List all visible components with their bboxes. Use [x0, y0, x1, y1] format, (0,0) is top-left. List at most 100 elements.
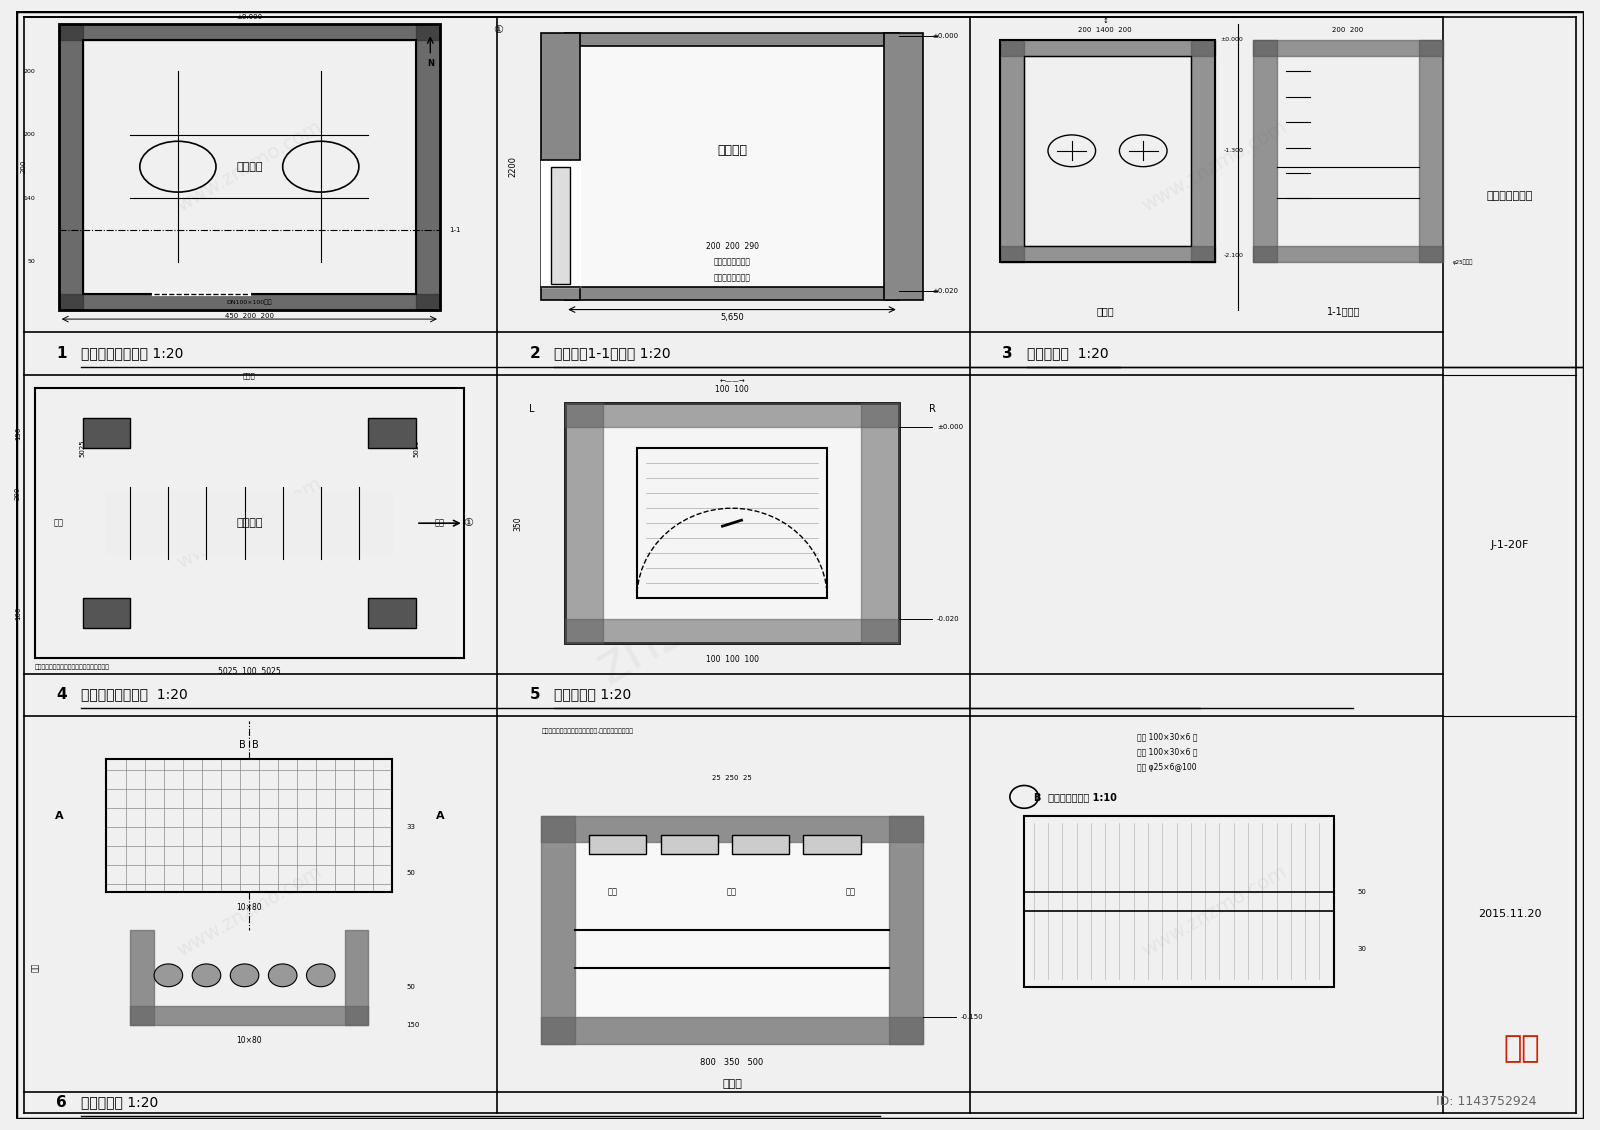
Text: 1-1剖面图: 1-1剖面图	[1326, 306, 1360, 316]
Text: 米较差: 米较差	[243, 372, 256, 379]
Text: 200  200: 200 200	[1333, 27, 1363, 33]
Text: 5,650: 5,650	[720, 313, 744, 322]
Text: 50: 50	[406, 870, 416, 876]
Text: 50: 50	[27, 260, 35, 264]
Text: J-1-20F: J-1-20F	[1490, 540, 1528, 550]
Text: 电缆沟节点 1:20: 电缆沟节点 1:20	[80, 1096, 158, 1110]
Circle shape	[230, 964, 259, 986]
Text: 电缆: 电缆	[608, 887, 618, 896]
Text: 5: 5	[530, 687, 541, 702]
Bar	[661, 835, 718, 854]
Text: 钢板 φ25×6@100: 钢板 φ25×6@100	[1138, 763, 1197, 772]
Polygon shape	[565, 403, 899, 643]
Text: www.znzmo.com: www.znzmo.com	[656, 861, 808, 960]
Text: 4: 4	[56, 687, 67, 702]
Text: 报警阀间: 报警阀间	[237, 162, 262, 172]
Text: 防撞: 防撞	[435, 519, 445, 528]
Text: ID: 1143752924: ID: 1143752924	[1437, 1095, 1538, 1107]
Text: 注：图示范围内钢筋混凝土用防盗钢框架替换: 注：图示范围内钢筋混凝土用防盗钢框架替换	[35, 664, 110, 670]
Text: 10×80: 10×80	[237, 1036, 262, 1045]
Text: 150: 150	[14, 426, 21, 440]
Text: 800   350   500: 800 350 500	[701, 1058, 763, 1067]
Text: 剖面图: 剖面图	[722, 1079, 742, 1089]
Text: A: A	[54, 811, 62, 820]
Text: ±0.000: ±0.000	[237, 15, 262, 20]
Text: 50: 50	[1357, 889, 1366, 895]
Text: 上人孔详图 1:20: 上人孔详图 1:20	[554, 687, 630, 702]
Text: ①: ①	[494, 25, 504, 35]
Text: www.znzmo.com: www.znzmo.com	[174, 861, 325, 960]
Text: A: A	[435, 811, 445, 820]
Text: 2: 2	[530, 346, 541, 360]
Text: ±0.000: ±0.000	[933, 34, 958, 40]
Text: 33: 33	[406, 824, 416, 831]
Bar	[589, 835, 646, 854]
Text: B  B: B B	[240, 740, 259, 750]
Text: -2.100: -2.100	[1224, 253, 1243, 258]
Text: ±0.000: ±0.000	[936, 424, 963, 431]
Text: 200  200  290: 200 200 290	[706, 242, 758, 251]
Text: ±0.020: ±0.020	[933, 287, 958, 294]
Text: 大样图见建筑详图: 大样图见建筑详图	[714, 258, 750, 267]
Text: 25  250  25: 25 250 25	[712, 775, 752, 781]
Text: 1-1: 1-1	[450, 227, 461, 233]
Text: 注：下部电缆沟盖板采用花纹钢板,厚度详见建筑施工图: 注：下部电缆沟盖板采用花纹钢板,厚度详见建筑施工图	[541, 729, 634, 734]
Text: 10×80: 10×80	[237, 903, 262, 912]
Text: 3: 3	[1002, 346, 1013, 360]
Circle shape	[154, 964, 182, 986]
Text: 知末
znzmo.com: 知末 znzmo.com	[555, 435, 888, 695]
Bar	[83, 599, 130, 628]
Text: ①: ①	[464, 519, 474, 528]
Text: 450  200  200: 450 200 200	[226, 313, 274, 319]
Text: L: L	[530, 403, 534, 414]
Text: 200: 200	[24, 69, 35, 73]
Text: 50: 50	[406, 984, 416, 990]
Text: φ25预埋件: φ25预埋件	[1453, 259, 1474, 264]
Text: 5025  100  5025: 5025 100 5025	[218, 668, 280, 677]
Text: 报警阀间平面详图 1:20: 报警阀间平面详图 1:20	[80, 347, 182, 360]
Text: www.znzmo.com: www.znzmo.com	[656, 473, 808, 573]
Text: 2200: 2200	[509, 156, 517, 177]
Text: 350: 350	[514, 516, 522, 530]
Polygon shape	[565, 33, 899, 46]
Text: 钢板 100×30×6 板: 钢板 100×30×6 板	[1136, 732, 1197, 741]
Text: 报警阀间1-1剖面图 1:20: 报警阀间1-1剖面图 1:20	[554, 347, 670, 360]
Bar	[733, 835, 789, 854]
Bar	[803, 835, 861, 854]
Text: B  盖板搁置处详图 1:10: B 盖板搁置处详图 1:10	[1034, 792, 1117, 802]
Text: 防火卷帘: 防火卷帘	[237, 519, 262, 528]
Text: 5025: 5025	[80, 440, 86, 457]
Text: N: N	[427, 59, 434, 68]
Text: 1: 1	[56, 346, 67, 360]
Text: 5025: 5025	[413, 440, 419, 457]
Text: 100  100: 100 100	[715, 385, 749, 394]
Text: 100  100  100: 100 100 100	[706, 655, 758, 664]
Text: 槽钢 100×30×6 板: 槽钢 100×30×6 板	[1136, 748, 1197, 756]
Text: 100: 100	[14, 607, 21, 620]
Text: 200: 200	[21, 160, 27, 173]
Text: 200: 200	[14, 486, 21, 499]
Text: www.znzmo.com: www.znzmo.com	[174, 473, 325, 573]
Polygon shape	[885, 33, 923, 301]
Circle shape	[269, 964, 298, 986]
Circle shape	[192, 964, 221, 986]
Bar	[368, 418, 416, 449]
Text: R: R	[928, 403, 936, 414]
Polygon shape	[541, 33, 579, 301]
Text: 140: 140	[24, 195, 35, 201]
Text: 防撞: 防撞	[54, 519, 64, 528]
Text: 2015.11.20: 2015.11.20	[1478, 910, 1541, 920]
Circle shape	[307, 964, 334, 986]
Text: 节点详图（一）: 节点详图（一）	[1486, 191, 1533, 201]
Text: -1.300: -1.300	[1224, 148, 1243, 154]
Text: ±0.000: ±0.000	[1221, 37, 1243, 42]
Text: www.znzmo.com: www.znzmo.com	[174, 118, 325, 216]
Text: 电缆井节点  1:20: 电缆井节点 1:20	[1027, 347, 1109, 360]
Text: 6: 6	[56, 1095, 67, 1110]
Bar	[1024, 816, 1334, 986]
Text: ←——→: ←——→	[718, 379, 746, 385]
Text: DN100×100内管: DN100×100内管	[227, 299, 272, 305]
Text: 知末: 知末	[1502, 1034, 1539, 1063]
Text: www.znzmo.com: www.znzmo.com	[1139, 118, 1290, 216]
Text: 梯架: 梯架	[30, 963, 40, 972]
